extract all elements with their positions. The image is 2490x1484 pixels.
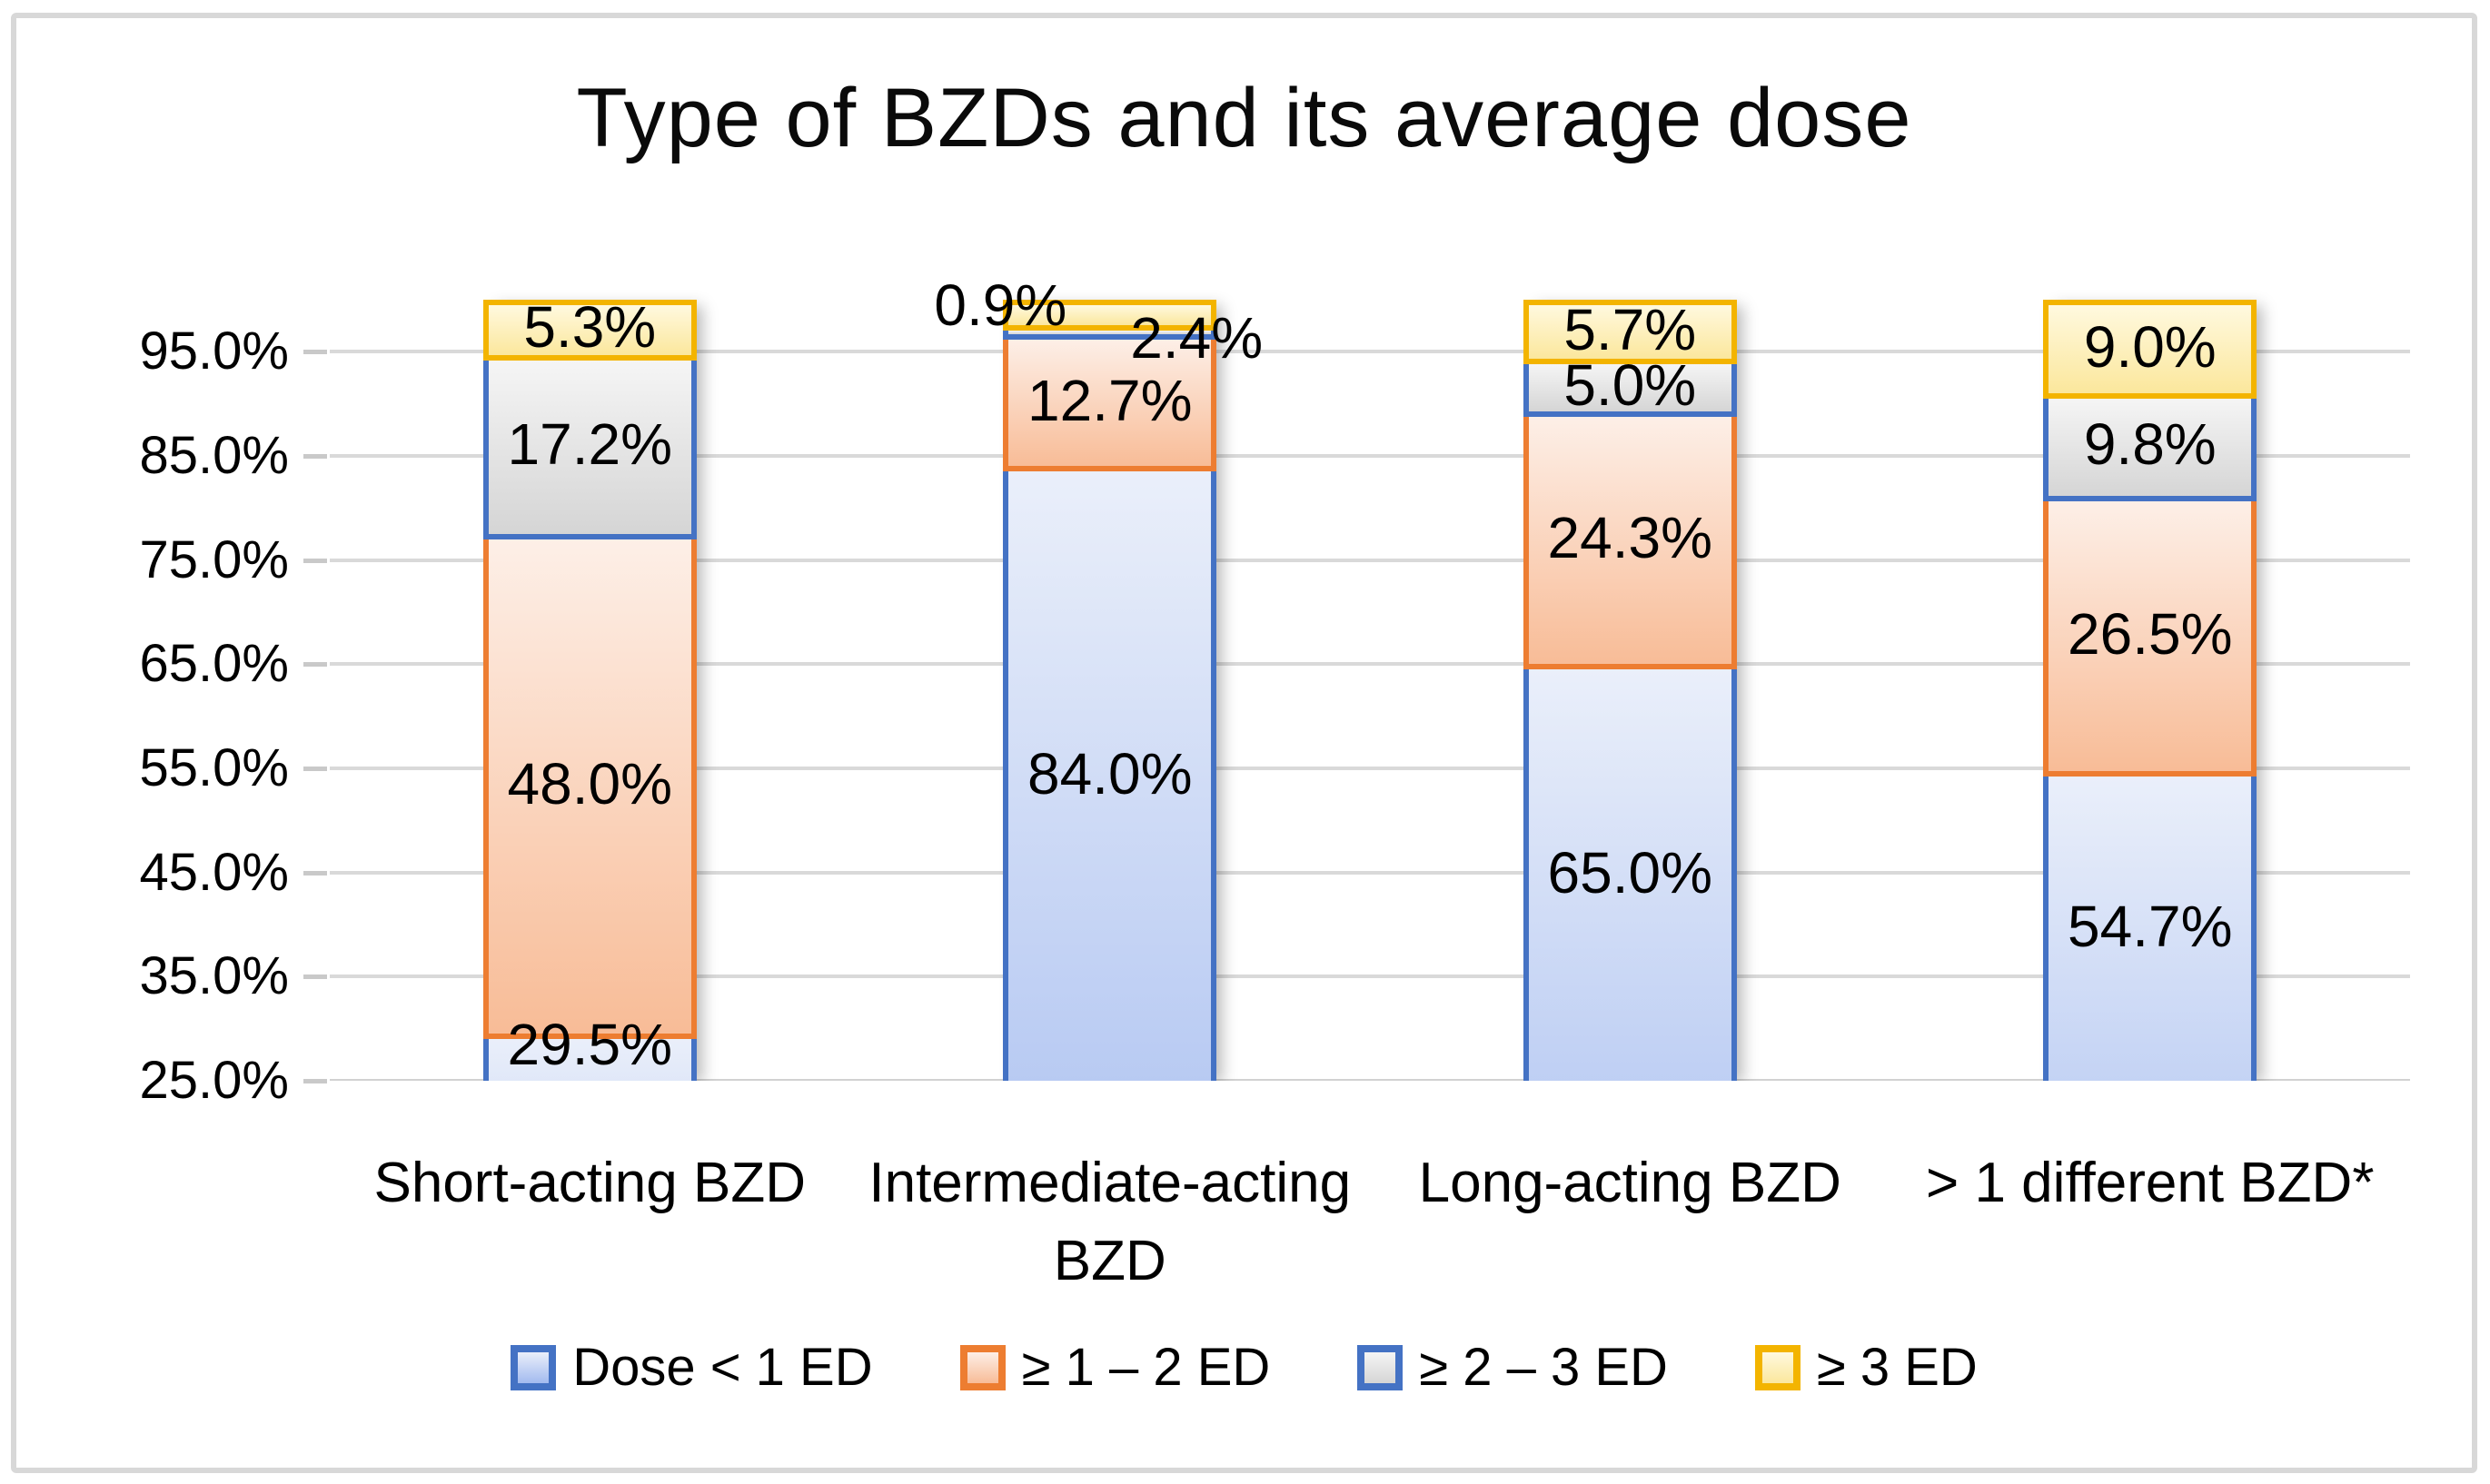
gridline bbox=[330, 454, 2410, 458]
segment-value-label: 12.7% bbox=[1027, 367, 1193, 433]
bar-segment bbox=[1523, 411, 1737, 670]
y-tick-label: 55.0% bbox=[139, 738, 289, 797]
segment-value-label: 84.0% bbox=[1027, 740, 1193, 806]
bar-segment bbox=[2043, 495, 2257, 777]
legend-swatch-icon bbox=[511, 1344, 557, 1390]
segment-value-label: 29.5% bbox=[507, 1012, 672, 1077]
legend-label: Dose < 1 ED bbox=[572, 1338, 873, 1397]
gridline bbox=[330, 870, 2410, 875]
y-tick-mark bbox=[303, 350, 327, 355]
segment-value-label: 2.4% bbox=[1130, 305, 1264, 371]
legend-item: ≥ 2 – 3 ED bbox=[1357, 1337, 1668, 1398]
segment-value-label: 9.8% bbox=[2083, 411, 2217, 478]
y-tick-label: 85.0% bbox=[139, 426, 289, 485]
legend-swatch-icon bbox=[1357, 1344, 1404, 1390]
y-tick-mark bbox=[303, 558, 327, 563]
gridline bbox=[330, 767, 2410, 770]
category-label: Short-acting BZD bbox=[373, 1152, 806, 1214]
y-tick-label: 65.0% bbox=[139, 634, 289, 694]
bar-segment bbox=[2043, 300, 2257, 400]
y-tick-mark bbox=[303, 1079, 327, 1084]
legend: Dose < 1 ED ≥ 1 – 2 ED ≥ 2 – 3 ED ≥ 3 ED bbox=[16, 1337, 2472, 1398]
segment-value-label: 26.5% bbox=[2068, 600, 2233, 667]
bar-segment bbox=[1003, 300, 1217, 331]
segment-value-label: 5.3% bbox=[523, 294, 657, 361]
segment-value-label: 48.0% bbox=[507, 751, 672, 817]
legend-item: ≥ 3 ED bbox=[1754, 1337, 1978, 1398]
y-tick-mark bbox=[303, 974, 327, 980]
legend-label: ≥ 3 ED bbox=[1816, 1338, 1978, 1397]
gridline bbox=[330, 974, 2410, 979]
chart-title: Type of BZDs and its average dose bbox=[576, 72, 1912, 164]
segment-value-label: 17.2% bbox=[507, 411, 672, 478]
segment-value-label: 0.9% bbox=[934, 272, 1067, 338]
bar-segment bbox=[2043, 771, 2257, 1081]
legend-label: ≥ 1 – 2 ED bbox=[1021, 1338, 1271, 1397]
y-tick-mark bbox=[303, 662, 327, 668]
gridline bbox=[330, 662, 2410, 667]
chart-frame: Type of BZDs and its average dose 95.0% 8… bbox=[11, 13, 2477, 1473]
legend-swatch-icon bbox=[1754, 1344, 1801, 1390]
category-label: > 1 different BZD* bbox=[1926, 1152, 2375, 1214]
gridline bbox=[330, 350, 2410, 354]
bar-segment bbox=[482, 300, 697, 361]
y-tick-label: 75.0% bbox=[139, 529, 289, 589]
bar-segment bbox=[1523, 664, 1737, 1081]
y-tick-label: 45.0% bbox=[139, 842, 289, 902]
legend-swatch-icon bbox=[959, 1344, 1006, 1390]
y-tick-label: 25.0% bbox=[139, 1051, 289, 1111]
gridline bbox=[330, 1079, 2410, 1081]
segment-value-label: 9.0% bbox=[2083, 313, 2217, 380]
segment-value-label: 5.0% bbox=[1563, 352, 1697, 419]
legend-item: ≥ 1 – 2 ED bbox=[959, 1337, 1271, 1398]
y-tick-label: 95.0% bbox=[139, 322, 289, 381]
segment-value-label: 5.7% bbox=[1563, 296, 1697, 362]
bar-segment bbox=[1523, 300, 1737, 365]
segment-value-label: 54.7% bbox=[2068, 893, 2233, 959]
segment-value-label: 65.0% bbox=[1547, 839, 1712, 905]
category-label: Intermediate-acting BZD bbox=[868, 1152, 1352, 1292]
category-label: Long-acting BZD bbox=[1418, 1152, 1841, 1214]
legend-label: ≥ 2 – 3 ED bbox=[1419, 1338, 1668, 1397]
y-tick-label: 35.0% bbox=[139, 946, 289, 1006]
bar-segment bbox=[482, 534, 697, 1040]
y-tick-mark bbox=[303, 454, 327, 459]
legend-item: Dose < 1 ED bbox=[511, 1337, 873, 1398]
y-tick-mark bbox=[303, 870, 327, 876]
y-tick-mark bbox=[303, 767, 327, 771]
bar-segment bbox=[1523, 359, 1737, 417]
gridline bbox=[330, 558, 2410, 562]
plot-area: 29.5% 48.0% 17.2% 5.3% 84.0% 12.7% 0.9% 2.4% 65.… bbox=[330, 263, 2410, 1081]
segment-value-label: 24.3% bbox=[1547, 505, 1712, 571]
